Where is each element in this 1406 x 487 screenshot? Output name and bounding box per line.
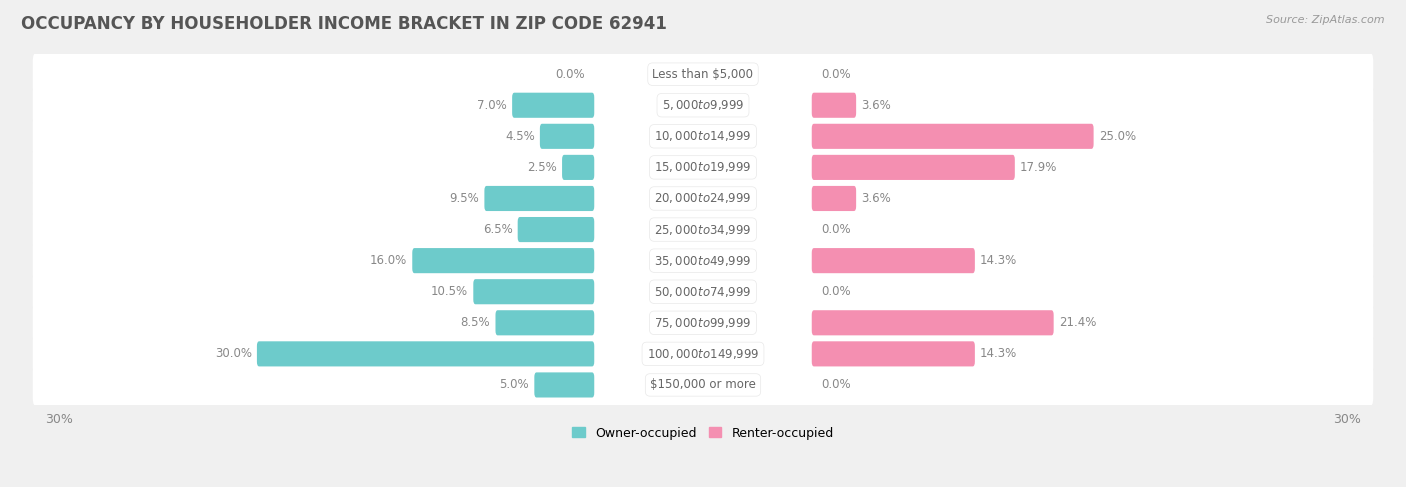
FancyBboxPatch shape bbox=[32, 83, 1374, 127]
Text: 2.5%: 2.5% bbox=[527, 161, 557, 174]
Text: Source: ZipAtlas.com: Source: ZipAtlas.com bbox=[1267, 15, 1385, 25]
Text: 30.0%: 30.0% bbox=[215, 347, 252, 360]
FancyBboxPatch shape bbox=[32, 363, 1374, 407]
Text: $35,000 to $49,999: $35,000 to $49,999 bbox=[654, 254, 752, 268]
FancyBboxPatch shape bbox=[474, 279, 595, 304]
FancyBboxPatch shape bbox=[811, 341, 974, 366]
FancyBboxPatch shape bbox=[811, 248, 974, 273]
FancyBboxPatch shape bbox=[811, 155, 1015, 180]
Text: $150,000 or more: $150,000 or more bbox=[650, 378, 756, 392]
Text: 17.9%: 17.9% bbox=[1019, 161, 1057, 174]
FancyBboxPatch shape bbox=[811, 186, 856, 211]
FancyBboxPatch shape bbox=[562, 155, 595, 180]
Text: $50,000 to $74,999: $50,000 to $74,999 bbox=[654, 285, 752, 299]
Text: 0.0%: 0.0% bbox=[821, 378, 851, 392]
Text: 0.0%: 0.0% bbox=[821, 223, 851, 236]
Text: 9.5%: 9.5% bbox=[450, 192, 479, 205]
Text: 0.0%: 0.0% bbox=[555, 68, 585, 81]
Legend: Owner-occupied, Renter-occupied: Owner-occupied, Renter-occupied bbox=[568, 422, 838, 445]
Text: $20,000 to $24,999: $20,000 to $24,999 bbox=[654, 191, 752, 206]
FancyBboxPatch shape bbox=[495, 310, 595, 336]
Text: 8.5%: 8.5% bbox=[461, 316, 491, 329]
FancyBboxPatch shape bbox=[412, 248, 595, 273]
Text: 4.5%: 4.5% bbox=[505, 130, 534, 143]
Text: 16.0%: 16.0% bbox=[370, 254, 408, 267]
Text: 0.0%: 0.0% bbox=[821, 285, 851, 298]
Text: 3.6%: 3.6% bbox=[862, 99, 891, 112]
FancyBboxPatch shape bbox=[485, 186, 595, 211]
Text: $5,000 to $9,999: $5,000 to $9,999 bbox=[662, 98, 744, 112]
Text: $100,000 to $149,999: $100,000 to $149,999 bbox=[647, 347, 759, 361]
FancyBboxPatch shape bbox=[811, 124, 1094, 149]
Text: $10,000 to $14,999: $10,000 to $14,999 bbox=[654, 130, 752, 143]
FancyBboxPatch shape bbox=[32, 332, 1374, 376]
Text: 14.3%: 14.3% bbox=[980, 347, 1018, 360]
FancyBboxPatch shape bbox=[811, 310, 1053, 336]
Text: 3.6%: 3.6% bbox=[862, 192, 891, 205]
Text: 25.0%: 25.0% bbox=[1098, 130, 1136, 143]
FancyBboxPatch shape bbox=[512, 93, 595, 118]
FancyBboxPatch shape bbox=[32, 176, 1374, 221]
Text: $15,000 to $19,999: $15,000 to $19,999 bbox=[654, 160, 752, 174]
FancyBboxPatch shape bbox=[257, 341, 595, 366]
Text: 21.4%: 21.4% bbox=[1059, 316, 1097, 329]
FancyBboxPatch shape bbox=[32, 52, 1374, 96]
FancyBboxPatch shape bbox=[540, 124, 595, 149]
FancyBboxPatch shape bbox=[32, 207, 1374, 252]
Text: 7.0%: 7.0% bbox=[477, 99, 508, 112]
Text: $25,000 to $34,999: $25,000 to $34,999 bbox=[654, 223, 752, 237]
Text: Less than $5,000: Less than $5,000 bbox=[652, 68, 754, 81]
FancyBboxPatch shape bbox=[517, 217, 595, 242]
FancyBboxPatch shape bbox=[534, 373, 595, 397]
FancyBboxPatch shape bbox=[32, 145, 1374, 189]
FancyBboxPatch shape bbox=[32, 270, 1374, 314]
FancyBboxPatch shape bbox=[32, 239, 1374, 282]
Text: OCCUPANCY BY HOUSEHOLDER INCOME BRACKET IN ZIP CODE 62941: OCCUPANCY BY HOUSEHOLDER INCOME BRACKET … bbox=[21, 15, 666, 33]
Text: $75,000 to $99,999: $75,000 to $99,999 bbox=[654, 316, 752, 330]
FancyBboxPatch shape bbox=[32, 114, 1374, 158]
Text: 0.0%: 0.0% bbox=[821, 68, 851, 81]
Text: 5.0%: 5.0% bbox=[499, 378, 529, 392]
FancyBboxPatch shape bbox=[811, 93, 856, 118]
Text: 6.5%: 6.5% bbox=[482, 223, 513, 236]
Text: 14.3%: 14.3% bbox=[980, 254, 1018, 267]
FancyBboxPatch shape bbox=[32, 301, 1374, 345]
Text: 10.5%: 10.5% bbox=[432, 285, 468, 298]
